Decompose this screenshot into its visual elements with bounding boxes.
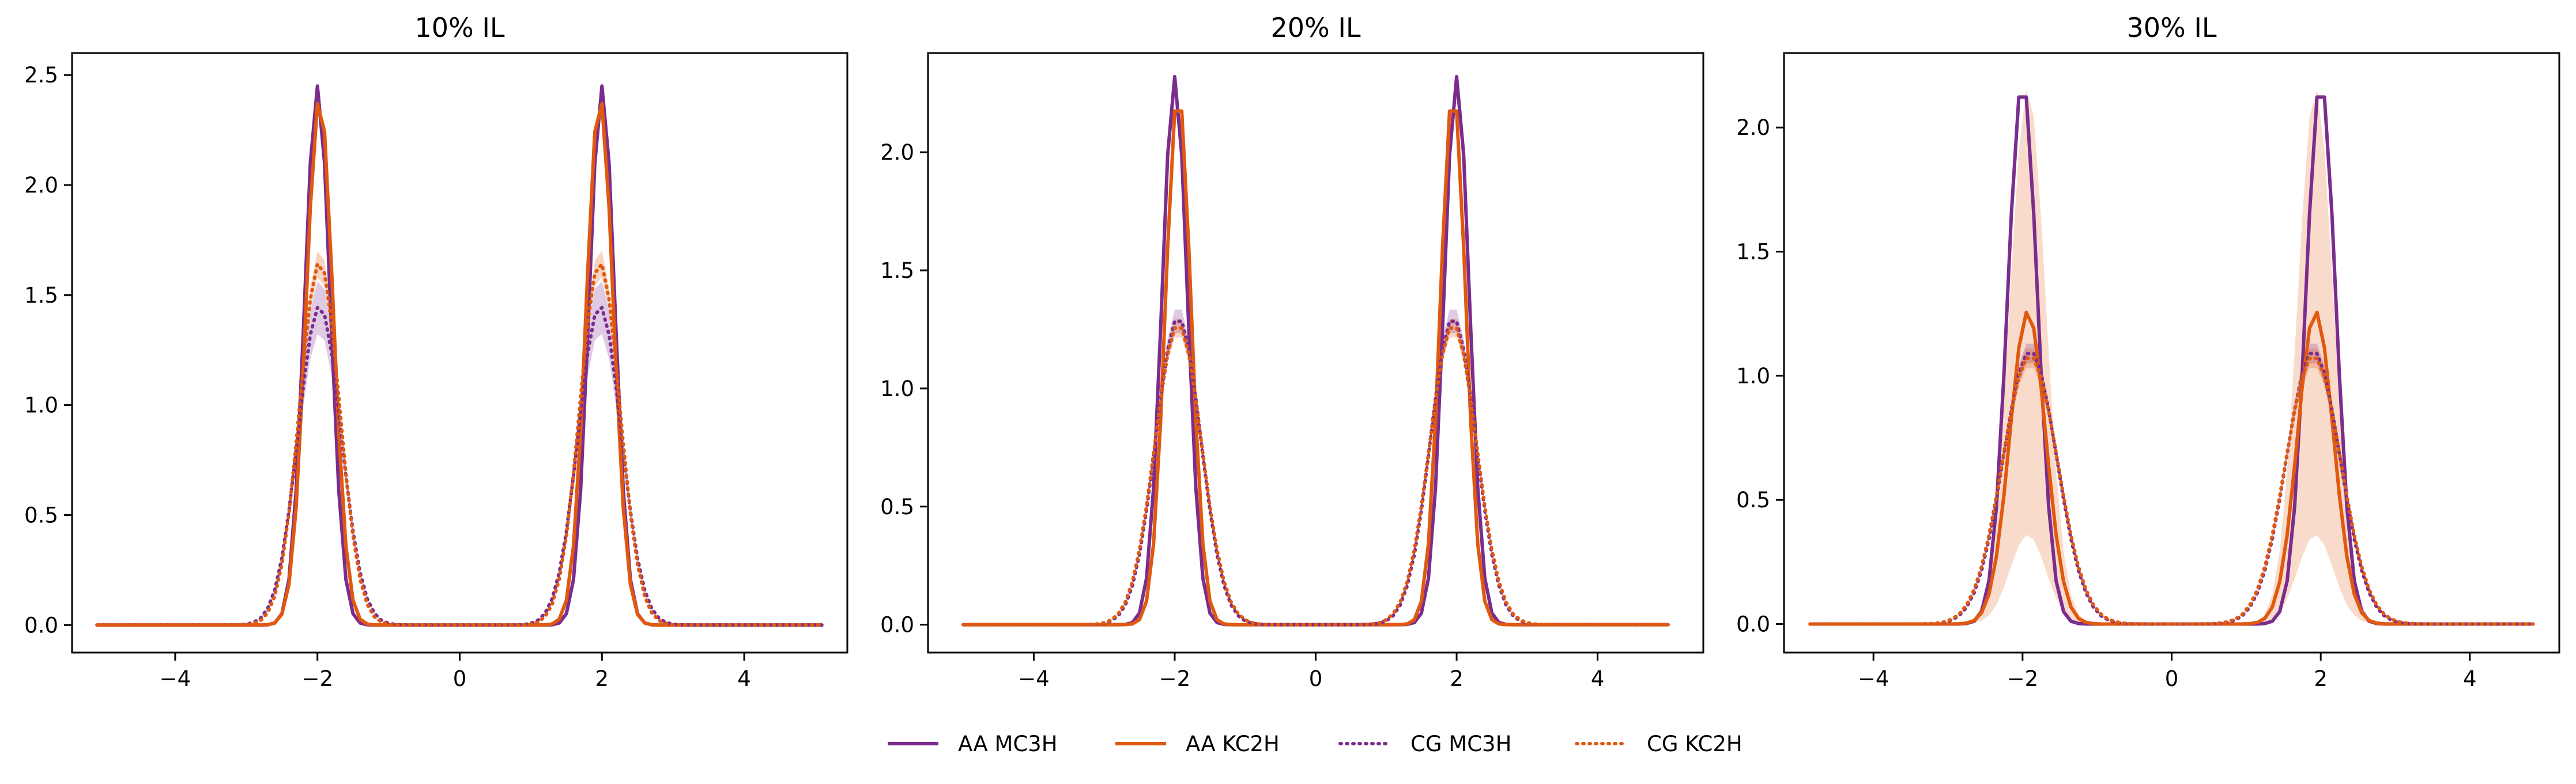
band-cg-mc3h	[97, 281, 823, 625]
band-cg-mc3h	[1810, 344, 2533, 624]
series-line-aa-mc3h	[1810, 95, 2533, 626]
legend-label: CG MC3H	[1410, 732, 1511, 756]
legend-entry-aa-mc3h: AA MC3H	[888, 732, 1058, 756]
y-tick-label: 0.5	[880, 495, 914, 519]
x-tick-label: −4	[1858, 666, 1889, 691]
y-tick-label: 2.0	[24, 173, 58, 198]
panel-title: 10% IL	[414, 12, 504, 43]
panel-3: −4 −2 0 2 4 0.0 0.5 1.0 1.5 2.0 30% IL	[1736, 12, 2560, 691]
plot-area	[1808, 89, 2535, 626]
x-tick-label: 0	[1309, 666, 1323, 691]
series-line-aa-kc2h	[963, 109, 1668, 627]
legend: AA MC3H AA KC2H CG MC3H CG KC2H	[888, 732, 1743, 756]
y-tick-label: 2.5	[24, 63, 58, 88]
series-line-cg-mc3h	[95, 306, 824, 627]
series-line-cg-kc2h	[961, 326, 1670, 627]
legend-label: CG KC2H	[1647, 732, 1743, 756]
series-line-cg-kc2h	[1808, 356, 2535, 626]
band-cg-kc2h	[963, 318, 1668, 625]
axes-frame	[1783, 52, 2560, 654]
y-tick-label: 1.0	[880, 376, 914, 401]
y-tick-label: 2.0	[880, 140, 914, 165]
panel-title: 30% IL	[2126, 12, 2216, 43]
axes-frame	[71, 52, 848, 654]
y-tick-label: 2.0	[1736, 115, 1770, 140]
x-tick-label: −2	[2007, 666, 2039, 691]
band-cg-kc2h	[97, 251, 823, 625]
x-tick-label: 0	[453, 666, 467, 691]
series-line-aa-kc2h	[1810, 310, 2533, 626]
legend-entry-cg-mc3h: CG MC3H	[1338, 732, 1511, 756]
x-tick-label: 4	[737, 666, 751, 691]
x-tick-label: 2	[1450, 666, 1464, 691]
band-cg-mc3h	[963, 310, 1668, 625]
band-cg-kc2h	[1810, 348, 2533, 624]
y-tick-label: 1.5	[24, 283, 58, 308]
panel-1: −4 −2 0 2 4 0.0 0.5 1.0 1.5 2.0 2.5 10% IL	[24, 12, 848, 691]
legend-label: AA MC3H	[958, 732, 1058, 756]
x-tick-label: 2	[595, 666, 609, 691]
y-tick-label: 0.5	[1736, 488, 1770, 512]
series-line-cg-kc2h	[95, 262, 824, 627]
series-line-aa-kc2h	[97, 101, 823, 627]
x-tick-label: 2	[2314, 666, 2328, 691]
x-tick-label: −4	[1018, 666, 1050, 691]
y-tick-label: 0.0	[880, 613, 914, 638]
panel-title: 20% IL	[1270, 12, 1360, 43]
series-line-cg-mc3h	[1808, 352, 2535, 626]
band-aa-kc2h	[1810, 89, 2533, 624]
x-tick-label: 4	[2463, 666, 2477, 691]
x-tick-label: −4	[160, 666, 191, 691]
series-line-aa-mc3h	[963, 74, 1668, 627]
y-tick-label: 1.0	[24, 393, 58, 418]
x-tick-label: −2	[301, 666, 333, 691]
legend-label: AA KC2H	[1186, 732, 1280, 756]
panels: −4 −2 0 2 4 0.0 0.5 1.0 1.5 2.0 2.5 10% IL −4 −2 0 2 4 0.…	[24, 12, 2560, 691]
series-line-cg-mc3h	[961, 319, 1670, 627]
x-tick-label: 4	[1591, 666, 1605, 691]
axes-frame	[927, 52, 1704, 654]
series-line-aa-mc3h	[97, 84, 823, 627]
y-tick-label: 1.5	[1736, 240, 1770, 265]
y-tick-label: 1.5	[880, 258, 914, 283]
y-tick-label: 1.0	[1736, 364, 1770, 389]
plot-area	[961, 74, 1670, 627]
x-tick-label: 0	[2165, 666, 2179, 691]
y-tick-label: 0.5	[24, 503, 58, 527]
legend-entry-cg-kc2h: CG KC2H	[1575, 732, 1743, 756]
y-tick-label: 0.0	[24, 613, 58, 638]
panel-2: −4 −2 0 2 4 0.0 0.5 1.0 1.5 2.0 20% IL	[880, 12, 1704, 691]
plot-area	[95, 84, 824, 627]
x-tick-label: −2	[1159, 666, 1191, 691]
y-tick-label: 0.0	[1736, 612, 1770, 636]
legend-entry-aa-kc2h: AA KC2H	[1115, 732, 1280, 756]
